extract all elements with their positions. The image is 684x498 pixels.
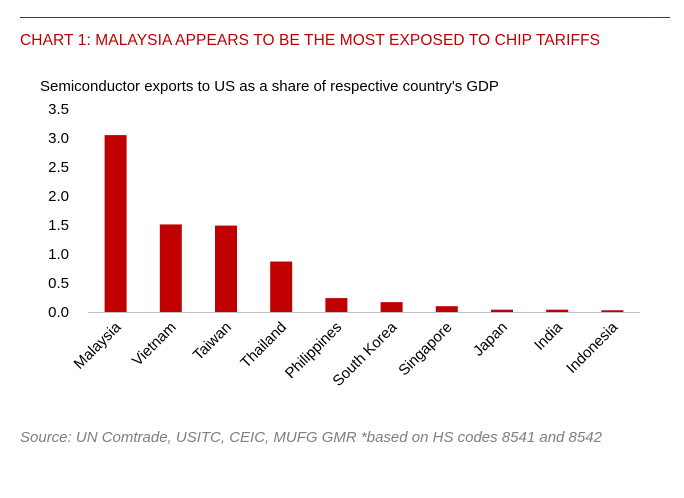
bars	[104, 135, 624, 312]
x-tick-label: Vietnam	[129, 319, 180, 370]
bar-chart: 0.0 0.5 1.0 1.5 2.0 2.5 3.0 3.5 Malaysia Vietnam…	[48, 101, 640, 390]
x-tick-label: Indonesia	[563, 318, 621, 376]
bar-india	[546, 309, 569, 312]
x-axis: Malaysia Vietnam Taiwan ThailandPhilippines…	[71, 318, 622, 389]
bar-philippines	[325, 298, 348, 312]
y-tick-label: 3.0	[48, 130, 69, 147]
bar-taiwan	[215, 225, 237, 312]
x-tick-label: Thailand	[237, 319, 290, 372]
bar-thailand	[270, 261, 293, 312]
chart-heading: CHART 1: MALAYSIA APPEARS TO BE THE MOST…	[20, 32, 601, 49]
y-tick-label: 2.0	[48, 188, 69, 205]
y-tick-label: 2.5	[48, 159, 69, 176]
x-tick-label: Singapore	[395, 319, 455, 379]
bar-indonesia	[601, 310, 624, 312]
x-tick-label: India	[531, 318, 566, 353]
chart-subtitle: Semiconductor exports to US as a share o…	[40, 78, 499, 95]
y-tick-label: 1.5	[48, 217, 69, 234]
y-tick-label: 0.5	[48, 275, 69, 292]
x-tick-label: Malaysia	[71, 318, 125, 372]
x-tick-label: Taiwan	[190, 319, 235, 364]
y-tick-label: 1.0	[48, 246, 69, 263]
bar-south-korea	[380, 302, 403, 312]
bar-malaysia	[104, 135, 127, 312]
source-note: Source: UN Comtrade, USITC, CEIC, MUFG G…	[20, 429, 602, 446]
x-tick-label: Japan	[470, 319, 511, 360]
bar-vietnam	[159, 224, 182, 312]
y-tick-label: 3.5	[48, 101, 69, 118]
bar-singapore	[435, 306, 458, 312]
y-axis: 0.0 0.5 1.0 1.5 2.0 2.5 3.0 3.5	[48, 101, 69, 321]
y-tick-label: 0.0	[48, 304, 69, 321]
title-rule	[20, 17, 670, 18]
bar-japan	[491, 309, 513, 312]
